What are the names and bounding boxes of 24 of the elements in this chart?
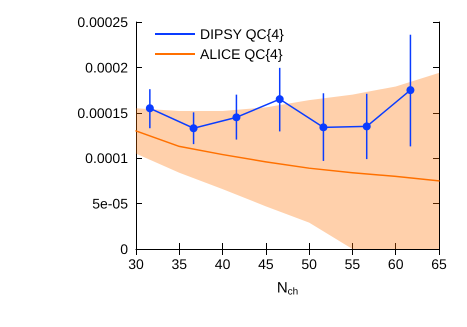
y-tick-label: 0.0002 [85,59,128,76]
x-tick-label: 55 [344,256,360,272]
y-tick-label: 0 [120,241,128,257]
x-tick-label: 45 [258,256,274,272]
point [276,95,284,104]
y-tick-label: 0.00015 [77,104,128,121]
x-tick-label: 50 [301,256,318,272]
point [232,113,240,122]
point [190,124,198,132]
point [319,123,328,132]
point [406,86,414,94]
y-tick-label: 0.00025 [77,14,128,30]
x-tick-label: 30 [128,256,144,272]
y-tick-label: 5e-05 [92,196,128,212]
line-series [135,130,440,182]
x-tick-label: 65 [431,256,447,272]
x-tick-label: 60 [388,256,404,272]
point [146,104,154,112]
legend-label: DIPSY QC{4} [200,26,284,42]
point [362,122,371,130]
x-tick-label: 40 [214,256,231,272]
legend-label: ALICE QC{4} [200,46,283,62]
y-tick-label: 0.0001 [85,150,128,166]
x-tick-label: 35 [171,256,188,272]
